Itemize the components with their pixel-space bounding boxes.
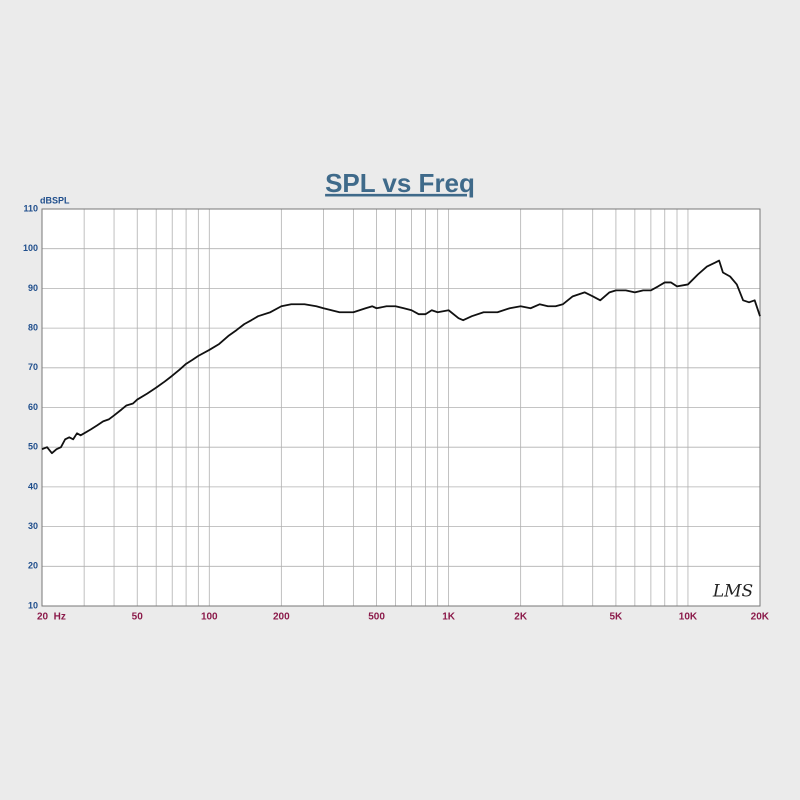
x-tick-label: 5K xyxy=(610,612,624,623)
x-tick-label: 500 xyxy=(368,612,385,623)
y-tick-label: 60 xyxy=(28,402,38,412)
y-tick-label: 50 xyxy=(28,442,38,452)
x-tick-label: 50 xyxy=(132,612,144,623)
y-tick-label: 20 xyxy=(28,561,38,571)
y-axis-label: dBSPL xyxy=(40,195,70,205)
x-tick-label: 200 xyxy=(273,612,290,623)
x-tick-label: 1K xyxy=(442,612,456,623)
y-tick-label: 70 xyxy=(28,362,38,372)
chart-title: SPL vs Freq xyxy=(325,168,475,198)
y-tick-label: 80 xyxy=(28,322,38,332)
x-tick-label: 100 xyxy=(201,612,218,623)
plot-border xyxy=(41,208,761,607)
y-tick-label: 10 xyxy=(28,600,38,610)
x-tick-label: 10K xyxy=(679,612,698,623)
watermark: LMS xyxy=(712,582,753,602)
x-tick-label: 2K xyxy=(514,612,528,623)
x-tick-label: 20 Hz xyxy=(37,612,66,623)
y-tick-label: 30 xyxy=(28,521,38,531)
y-tick-label: 90 xyxy=(28,283,38,293)
spl-line xyxy=(41,259,761,455)
x-tick-label: 20K xyxy=(751,612,770,623)
y-tick-label: 110 xyxy=(23,203,38,213)
y-tick-label: 100 xyxy=(23,243,38,253)
y-tick-label: 40 xyxy=(28,481,38,491)
